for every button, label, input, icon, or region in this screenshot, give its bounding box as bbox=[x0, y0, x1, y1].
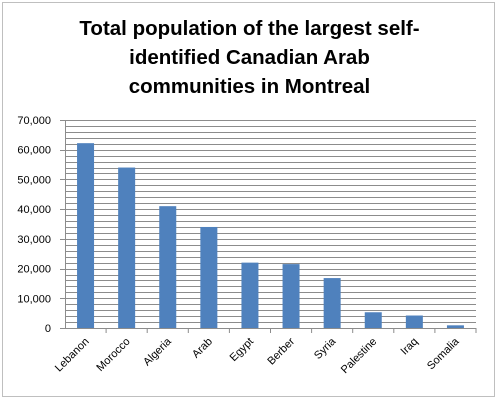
chart-title-line-2: identified Canadian Arab bbox=[129, 46, 370, 69]
bar bbox=[159, 206, 177, 328]
x-tick-labels: Lebanon Morocco Algeria Arab Egypt Berber Syri… bbox=[53, 335, 462, 376]
chart-title: Total population of the largest self- id… bbox=[0, 14, 499, 101]
x-tick-label: Syria bbox=[312, 335, 339, 362]
x-tick-label: Algeria bbox=[141, 335, 174, 368]
y-tick-label: 60,000 bbox=[17, 145, 51, 157]
chart-title-line-1: Total population of the largest self- bbox=[79, 17, 420, 40]
bar bbox=[200, 226, 218, 328]
x-tick-label: Iraq bbox=[399, 336, 421, 358]
bar bbox=[405, 315, 423, 328]
bar bbox=[446, 325, 464, 328]
x-tick-label: Palestine bbox=[339, 336, 379, 376]
axes bbox=[60, 120, 477, 333]
bar bbox=[118, 167, 136, 328]
bar bbox=[323, 278, 341, 328]
bar bbox=[77, 143, 95, 328]
y-tick-label: 50,000 bbox=[17, 174, 51, 186]
y-tick-label: 70,000 bbox=[17, 115, 51, 127]
bar bbox=[364, 312, 382, 328]
y-tick-label: 0 bbox=[45, 323, 51, 335]
y-tick-label: 20,000 bbox=[17, 264, 51, 276]
y-tick-label: 10,000 bbox=[17, 293, 51, 305]
y-tick-label: 40,000 bbox=[17, 204, 51, 216]
x-tick-label: Lebanon bbox=[53, 336, 92, 375]
chart-title-line-3: communities in Montreal bbox=[128, 75, 371, 98]
x-tick-label: Arab bbox=[190, 336, 215, 361]
y-tick-label: 30,000 bbox=[17, 234, 51, 246]
bar bbox=[241, 262, 259, 328]
x-tick-label: Somalia bbox=[425, 335, 462, 372]
x-tick-label: Morocco bbox=[94, 336, 132, 374]
x-tick-label: Egypt bbox=[228, 336, 256, 364]
x-tick-label: Berber bbox=[265, 335, 297, 367]
y-tick-labels: 0 10,000 20,000 30,000 40,000 50,000 60,000 70,… bbox=[17, 115, 51, 335]
bar bbox=[282, 264, 300, 328]
bars bbox=[77, 143, 464, 328]
